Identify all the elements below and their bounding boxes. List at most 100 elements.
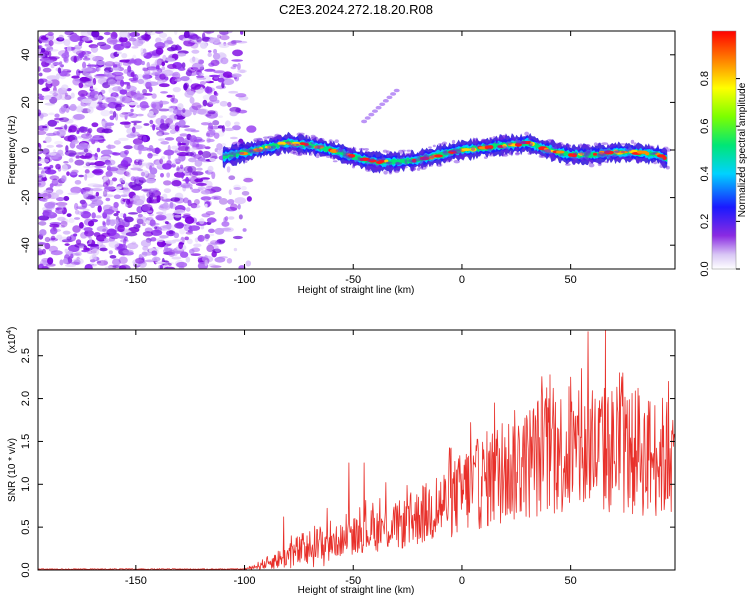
track-halo <box>599 148 607 152</box>
noise-speckle <box>110 67 121 72</box>
x-tick-label: -50 <box>345 575 361 587</box>
noise-speckle <box>49 175 60 181</box>
noise-speckle <box>152 224 157 229</box>
track-halo <box>496 145 502 149</box>
track-halo <box>243 146 249 149</box>
noise-speckle <box>61 52 70 59</box>
track-halo <box>344 160 351 163</box>
noise-speckle <box>106 162 113 166</box>
noise-speckle <box>154 59 162 66</box>
track-halo <box>529 142 533 147</box>
track-halo <box>239 152 245 155</box>
noise-speckle <box>63 135 76 142</box>
noise-speckle <box>42 148 50 155</box>
track-halo <box>342 152 348 156</box>
colorbar-tick-label: 0.4 <box>699 166 711 181</box>
track-halo <box>607 144 614 148</box>
noise-speckle <box>164 221 169 225</box>
noise-speckle <box>97 67 101 72</box>
noise-speckle <box>170 97 175 103</box>
noise-speckle <box>237 69 247 74</box>
noise-speckle <box>55 201 68 207</box>
track-halo <box>244 158 248 163</box>
noise-speckle <box>168 230 174 235</box>
track-halo <box>455 154 459 159</box>
track-halo <box>659 162 665 166</box>
track-halo <box>620 150 626 153</box>
track-halo <box>605 148 611 152</box>
noise-speckle <box>210 265 222 268</box>
noise-speckle <box>87 183 100 187</box>
noise-speckle <box>140 239 152 248</box>
track-halo <box>420 166 427 170</box>
track-halo <box>441 141 448 146</box>
noise-speckle <box>94 165 107 169</box>
secondary-blob <box>379 102 386 107</box>
noise-speckle <box>73 217 81 220</box>
noise-speckle <box>137 159 143 166</box>
track-halo <box>565 144 571 147</box>
track-halo <box>377 164 381 168</box>
noise-speckle <box>211 218 217 222</box>
track-halo <box>375 158 379 162</box>
track-peak <box>239 151 249 156</box>
noise-speckle <box>227 101 232 108</box>
track-halo <box>391 152 398 156</box>
noise-speckle <box>214 41 223 46</box>
noise-speckle <box>124 149 129 155</box>
noise-speckle <box>48 40 54 47</box>
noise-speckle <box>216 143 223 151</box>
noise-speckle <box>78 174 85 178</box>
snr-y-label: SNR (10 * v/v) <box>7 438 18 502</box>
noise-speckle <box>156 237 164 243</box>
noise-speckle <box>38 109 42 117</box>
noise-speckle <box>124 121 131 129</box>
track-halo <box>290 147 297 151</box>
noise-speckle <box>114 186 122 190</box>
track-halo <box>349 160 355 165</box>
track-halo <box>299 132 305 136</box>
track-halo <box>418 150 425 154</box>
noise-speckle <box>57 67 62 74</box>
noise-speckle <box>219 100 228 107</box>
track-halo <box>345 152 349 157</box>
noise-speckle <box>53 93 63 101</box>
noise-speckle <box>48 120 60 124</box>
noise-speckle <box>46 144 54 148</box>
noise-speckle <box>74 209 80 215</box>
track-halo <box>256 137 263 141</box>
noise-speckle <box>148 110 154 116</box>
noise-speckle <box>229 111 238 117</box>
noise-speckle <box>207 110 216 115</box>
secondary-blob <box>368 112 375 117</box>
noise-speckle <box>216 238 226 244</box>
track-peak <box>603 150 614 155</box>
track-halo <box>489 136 493 140</box>
noise-speckle <box>66 45 72 53</box>
noise-speckle <box>197 108 209 116</box>
noise-speckle <box>151 100 164 105</box>
track-halo <box>278 139 284 142</box>
track-halo <box>284 141 291 144</box>
track-halo <box>472 151 479 155</box>
track-halo <box>345 149 351 155</box>
track-halo <box>261 148 267 153</box>
noise-speckle <box>177 103 184 111</box>
snr-plot-area <box>38 330 675 570</box>
noise-speckle <box>228 189 232 196</box>
track-halo <box>660 148 666 153</box>
track-halo <box>314 145 321 149</box>
track-halo <box>619 143 626 146</box>
noise-speckle <box>183 165 193 173</box>
track-halo <box>271 145 276 149</box>
noise-speckle <box>233 247 238 252</box>
noise-speckle <box>184 90 194 98</box>
noise-speckle <box>54 113 60 118</box>
noise-speckle <box>221 221 230 227</box>
track-halo <box>501 145 507 150</box>
noise-speckle <box>44 169 57 175</box>
noise-speckle <box>135 73 144 79</box>
noise-speckle <box>110 229 118 233</box>
track-halo <box>363 147 370 151</box>
noise-speckle <box>229 203 238 211</box>
